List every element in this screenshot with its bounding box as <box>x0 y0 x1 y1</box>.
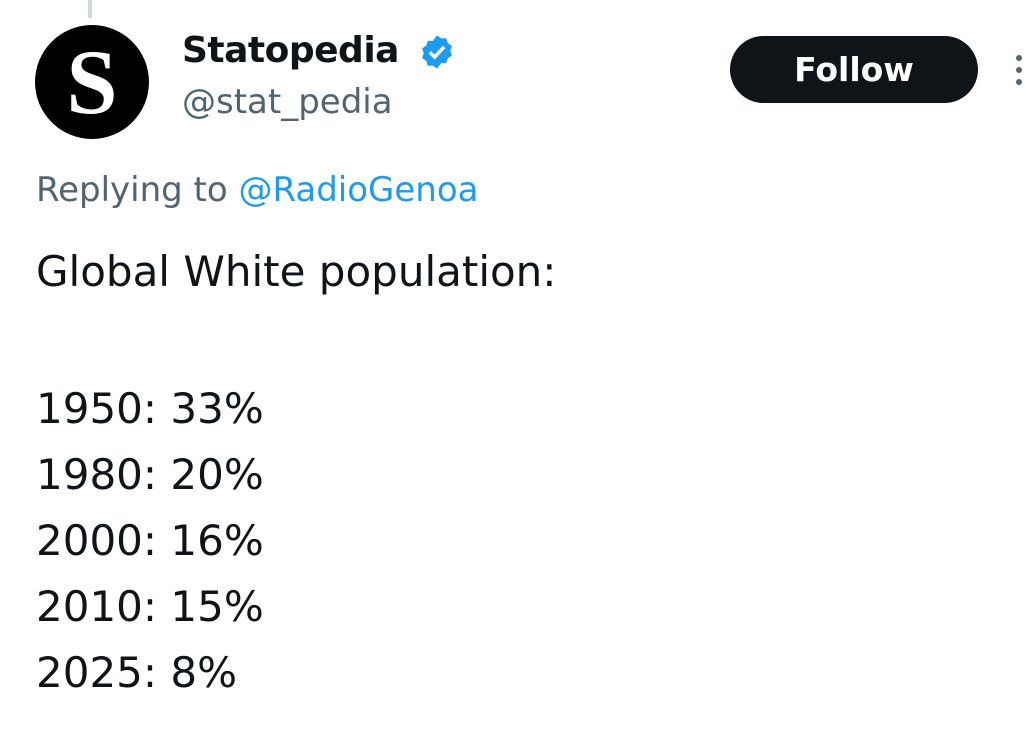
follow-button[interactable]: Follow <box>730 36 978 103</box>
reply-context: Replying to @RadioGenoa <box>36 170 479 210</box>
reply-target[interactable]: @RadioGenoa <box>238 170 479 210</box>
avatar[interactable]: S <box>35 25 149 139</box>
tweet-line: 2025: 8% <box>36 648 238 697</box>
tweet-line: 2010: 15% <box>36 582 264 631</box>
verified-badge <box>422 35 452 69</box>
tweet-heading: Global White population: <box>36 247 557 296</box>
reply-prefix: Replying to <box>36 170 228 210</box>
tweet-line: 1980: 20% <box>36 450 264 499</box>
thread-line <box>88 0 92 18</box>
author-handle[interactable]: @stat_pedia <box>182 82 393 122</box>
author-name[interactable]: Statopedia <box>182 30 399 71</box>
tweet-line: 2000: 16% <box>36 516 264 565</box>
more-menu[interactable] <box>1012 52 1026 92</box>
tweet-line: 1950: 33% <box>36 384 264 433</box>
